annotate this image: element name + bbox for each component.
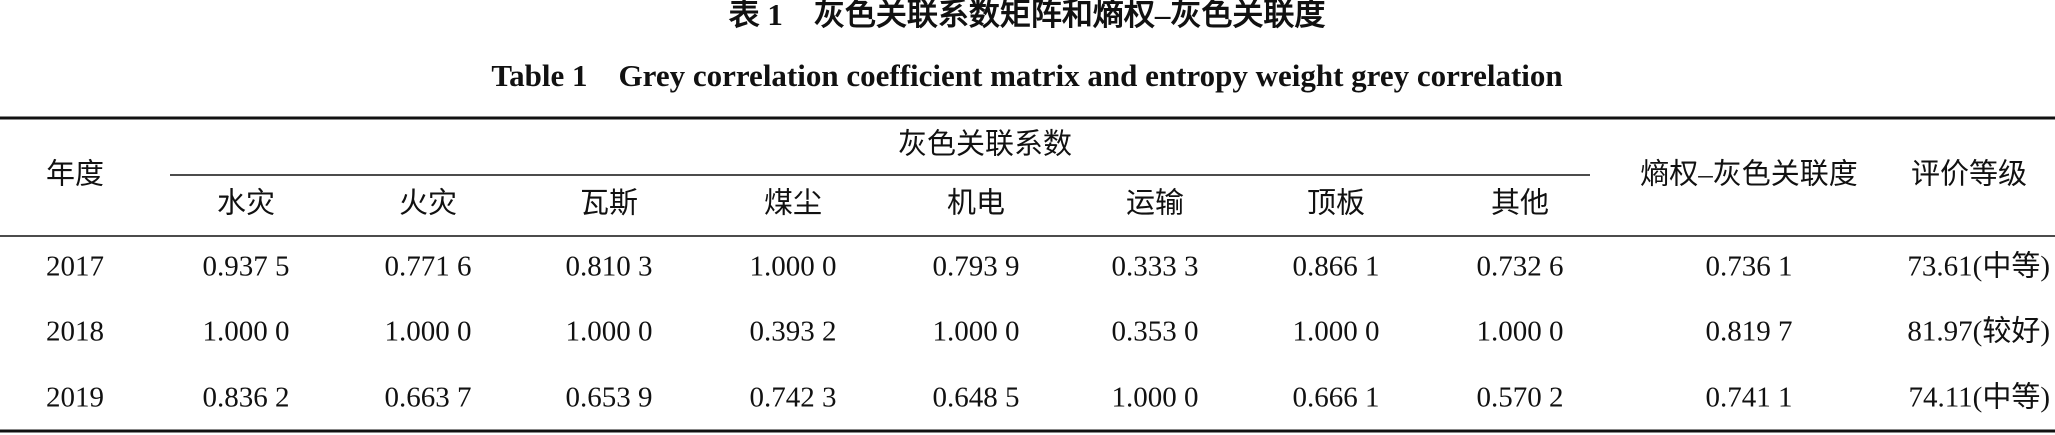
data-cell: 81.97(较好) [1907,315,2050,348]
data-cell: 1.000 0 [1477,316,1564,348]
data-cell: 0.937 5 [203,251,290,283]
header-weight: 熵权–灰色关联度 [1640,158,1858,191]
column-header: 煤尘 [764,187,822,220]
title-en: Table 1 Grey correlation coefficient mat… [491,58,1562,93]
data-cell: 0.819 7 [1706,316,1793,348]
data-cell: 1.000 0 [385,316,472,348]
header-year: 年度 [46,158,104,191]
data-cell: 0.393 2 [750,316,837,348]
data-cell: 74.11(中等) [1909,381,2051,414]
data-cell: 0.333 3 [1112,251,1199,283]
data-cell: 1.000 0 [566,316,653,348]
data-cell: 0.648 5 [933,382,1020,414]
data-cell: 0.732 6 [1477,251,1564,283]
column-header: 瓦斯 [580,187,638,220]
title-cn: 表 1 灰色关联系数矩阵和熵权–灰色关联度 [729,0,1326,32]
data-cell: 0.736 1 [1706,251,1793,283]
data-cell: 1.000 0 [933,316,1020,348]
data-cell: 1.000 0 [1293,316,1380,348]
data-cell: 0.771 6 [385,251,472,283]
column-header: 机电 [947,187,1005,220]
data-cell: 73.61(中等) [1907,250,2050,283]
year-cell: 2019 [46,382,104,414]
data-cell: 0.666 1 [1293,382,1380,414]
column-header: 运输 [1126,187,1184,220]
header-grade: 评价等级 [1911,158,2027,191]
data-cell: 0.793 9 [933,251,1020,283]
column-header: 其他 [1491,187,1549,220]
data-cell: 0.866 1 [1293,251,1380,283]
data-cell: 0.570 2 [1477,382,1564,414]
data-cell: 1.000 0 [1112,382,1199,414]
data-cell: 0.353 0 [1112,316,1199,348]
column-header: 火灾 [399,187,457,220]
data-cell: 0.836 2 [203,382,290,414]
data-cell: 1.000 0 [203,316,290,348]
data-cell: 0.742 3 [750,382,837,414]
column-header: 水灾 [217,187,275,220]
data-cell: 0.741 1 [1706,382,1793,414]
header-group: 灰色关联系数 [898,128,1072,161]
data-cell: 1.000 0 [750,251,837,283]
data-cell: 0.653 9 [566,382,653,414]
column-header: 顶板 [1307,187,1365,220]
year-cell: 2018 [46,316,104,348]
data-cell: 0.663 7 [385,382,472,414]
year-cell: 2017 [46,251,104,283]
data-cell: 0.810 3 [566,251,653,283]
